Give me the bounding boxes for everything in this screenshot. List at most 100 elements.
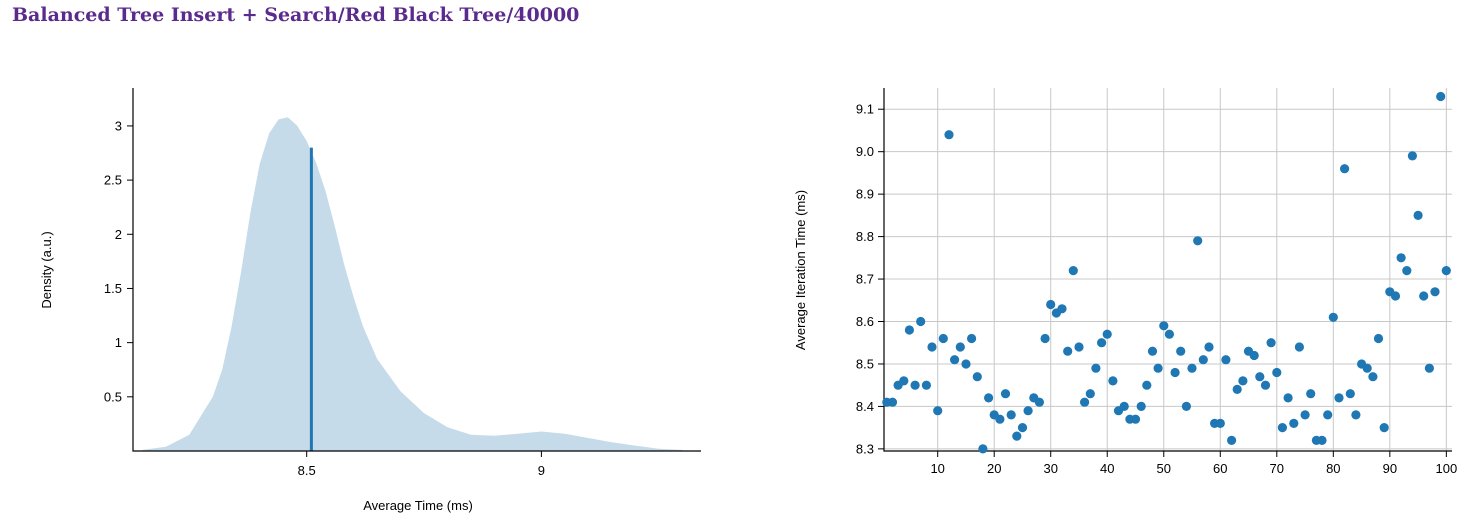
scatter-y-ticks: 8.3 8.4 8.5 8.6 8.7 8.8 8.9 9.0 9.1 bbox=[856, 102, 884, 456]
scatter-point bbox=[1424, 363, 1434, 373]
scatter-point bbox=[961, 359, 971, 369]
scatter-point bbox=[1283, 393, 1293, 403]
scatter-y-axis-label: Average Iteration Time (ms) bbox=[793, 190, 808, 350]
scatter-point bbox=[1272, 367, 1282, 378]
scatter-x-tick-label: 70 bbox=[1270, 461, 1284, 476]
scatter-point bbox=[1328, 312, 1338, 322]
scatter-point bbox=[972, 372, 982, 382]
scatter-point bbox=[1306, 389, 1316, 399]
scatter-point bbox=[1040, 333, 1050, 344]
scatter-x-tick-label: 40 bbox=[1100, 461, 1114, 476]
scatter-point bbox=[978, 444, 988, 454]
scatter-chart: 10 20 30 40 50 60 70 80 90 100 8.3 8.4 8.5 8.6 8.7 8.8… bbox=[793, 88, 1457, 476]
scatter-point bbox=[1000, 389, 1011, 399]
scatter-point bbox=[1373, 333, 1384, 344]
scatter-point bbox=[1255, 372, 1265, 382]
scatter-point bbox=[1413, 210, 1423, 220]
scatter-point bbox=[910, 380, 920, 390]
scatter-y-tick-label: 8.8 bbox=[856, 229, 874, 244]
scatter-point bbox=[1345, 389, 1355, 399]
scatter-point bbox=[1142, 380, 1152, 390]
scatter-y-tick-label: 8.4 bbox=[856, 399, 874, 414]
scatter-point bbox=[1108, 376, 1118, 386]
scatter-point bbox=[927, 342, 937, 352]
scatter-point bbox=[1006, 410, 1016, 420]
scatter-point bbox=[1419, 291, 1429, 301]
scatter-y-tick-label: 8.7 bbox=[856, 272, 874, 287]
scatter-point bbox=[1193, 236, 1203, 246]
scatter-y-tick-label: 8.3 bbox=[856, 441, 874, 456]
scatter-point bbox=[921, 380, 932, 390]
scatter-point bbox=[1023, 406, 1033, 416]
page-title: Balanced Tree Insert + Search/Red Black … bbox=[12, 4, 580, 26]
scatter-point bbox=[1323, 410, 1333, 420]
scatter-y-tick-label: 8.5 bbox=[856, 356, 874, 371]
scatter-point bbox=[1080, 397, 1090, 407]
scatter-point bbox=[995, 414, 1005, 424]
scatter-point bbox=[1181, 401, 1191, 411]
scatter-point bbox=[938, 333, 948, 344]
density-y-tick-label: 1 bbox=[115, 335, 122, 350]
scatter-point bbox=[1170, 367, 1180, 378]
scatter-point bbox=[944, 130, 954, 140]
scatter-point bbox=[1430, 287, 1440, 297]
scatter-point bbox=[1130, 414, 1141, 424]
scatter-point bbox=[1046, 299, 1056, 310]
scatter-point bbox=[1215, 418, 1225, 428]
scatter-point bbox=[1396, 253, 1406, 263]
scatter-point bbox=[887, 397, 898, 407]
scatter-point bbox=[1176, 346, 1186, 356]
scatter-point bbox=[1057, 304, 1067, 314]
scatter-point bbox=[950, 355, 960, 365]
scatter-point bbox=[1227, 435, 1237, 445]
scatter-axes bbox=[883, 88, 1452, 452]
density-y-axis-label: Density (a.u.) bbox=[39, 231, 54, 308]
scatter-point bbox=[1063, 346, 1073, 356]
scatter-x-tick-label: 10 bbox=[930, 461, 944, 476]
density-y-tick-label: 2 bbox=[115, 227, 122, 242]
scatter-point bbox=[1300, 410, 1310, 420]
scatter-y-tick-label: 8.6 bbox=[856, 314, 874, 329]
scatter-point bbox=[1368, 372, 1378, 382]
scatter-point bbox=[1102, 329, 1112, 339]
scatter-point bbox=[1164, 329, 1174, 339]
scatter-point bbox=[904, 325, 915, 335]
scatter-point bbox=[1260, 380, 1271, 390]
scatter-x-tick-label: 50 bbox=[1157, 461, 1171, 476]
scatter-point bbox=[1017, 423, 1028, 433]
density-y-tick-label: 1.5 bbox=[104, 281, 122, 296]
scatter-point bbox=[899, 376, 909, 386]
scatter-point bbox=[1232, 384, 1242, 394]
scatter-point bbox=[1277, 423, 1287, 433]
scatter-point bbox=[1390, 291, 1401, 301]
scatter-point bbox=[1294, 342, 1304, 352]
scatter-point bbox=[1221, 355, 1231, 365]
density-x-tick-label: 9 bbox=[538, 463, 545, 478]
scatter-point bbox=[1187, 363, 1197, 373]
scatter-point bbox=[1407, 151, 1417, 161]
scatter-point bbox=[1379, 423, 1389, 433]
scatter-point bbox=[984, 393, 994, 403]
scatter-x-tick-label: 90 bbox=[1383, 461, 1397, 476]
scatter-point bbox=[1266, 338, 1276, 348]
scatter-point bbox=[1340, 164, 1350, 174]
scatter-point bbox=[1068, 266, 1078, 276]
scatter-point bbox=[1147, 346, 1158, 356]
scatter-point bbox=[1351, 410, 1361, 420]
scatter-point bbox=[1034, 397, 1044, 407]
scatter-x-tick-label: 100 bbox=[1435, 461, 1457, 476]
scatter-point bbox=[1362, 363, 1372, 373]
density-area bbox=[142, 117, 683, 452]
scatter-point bbox=[1238, 376, 1248, 386]
scatter-point bbox=[1198, 355, 1208, 365]
scatter-point bbox=[1085, 389, 1095, 399]
scatter-point bbox=[1436, 91, 1446, 102]
scatter-point bbox=[1097, 338, 1107, 348]
scatter-point bbox=[1289, 418, 1299, 428]
scatter-y-tick-label: 9.0 bbox=[856, 144, 874, 159]
density-chart: 8.5 9 0.511.522.53 Average Time (ms) Dens… bbox=[39, 88, 701, 513]
scatter-point bbox=[933, 406, 943, 416]
density-x-axis-label: Average Time (ms) bbox=[363, 498, 473, 513]
scatter-point bbox=[1317, 435, 1327, 445]
